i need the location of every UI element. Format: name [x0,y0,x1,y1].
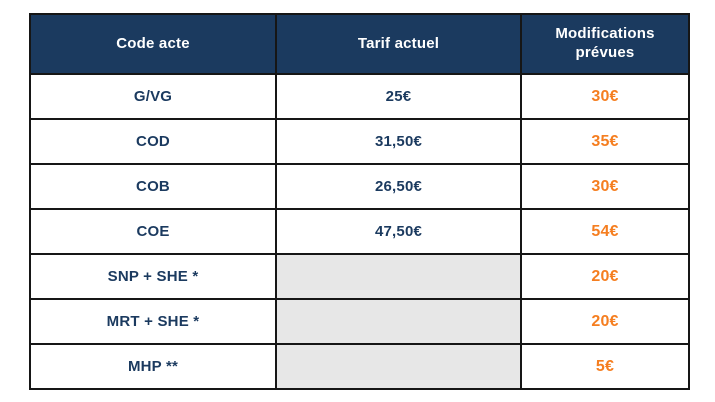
modification-cell: 54€ [520,208,690,255]
code-cell: COE [29,208,277,255]
code-cell: COB [29,163,277,210]
table-row: COD 31,50€ 35€ [29,118,690,165]
code-cell: MHP ** [29,343,277,390]
tariff-table-container: Code acte Tarif actuel Modifications pré… [29,13,690,390]
modification-cell: 30€ [520,163,690,210]
tariff-table: Code acte Tarif actuel Modifications pré… [29,13,690,390]
code-cell: MRT + SHE * [29,298,277,345]
modification-cell: 30€ [520,73,690,120]
tarif-cell [275,343,522,390]
header-row: Code acte Tarif actuel Modifications pré… [29,13,690,75]
column-header-code-acte: Code acte [29,13,277,75]
code-cell: COD [29,118,277,165]
table-row: MRT + SHE * 20€ [29,298,690,345]
modification-cell: 5€ [520,343,690,390]
table-row: G/VG 25€ 30€ [29,73,690,120]
table-row: MHP ** 5€ [29,343,690,390]
code-cell: G/VG [29,73,277,120]
tarif-cell: 25€ [275,73,522,120]
modification-cell: 20€ [520,253,690,300]
tarif-cell: 47,50€ [275,208,522,255]
tarif-cell: 26,50€ [275,163,522,210]
modification-cell: 20€ [520,298,690,345]
tarif-cell [275,253,522,300]
table-row: SNP + SHE * 20€ [29,253,690,300]
code-cell: SNP + SHE * [29,253,277,300]
tarif-cell [275,298,522,345]
table-row: COB 26,50€ 30€ [29,163,690,210]
table-row: COE 47,50€ 54€ [29,208,690,255]
modification-cell: 35€ [520,118,690,165]
column-header-modifications-prevues: Modifications prévues [520,13,690,75]
tarif-cell: 31,50€ [275,118,522,165]
column-header-tarif-actuel: Tarif actuel [275,13,522,75]
